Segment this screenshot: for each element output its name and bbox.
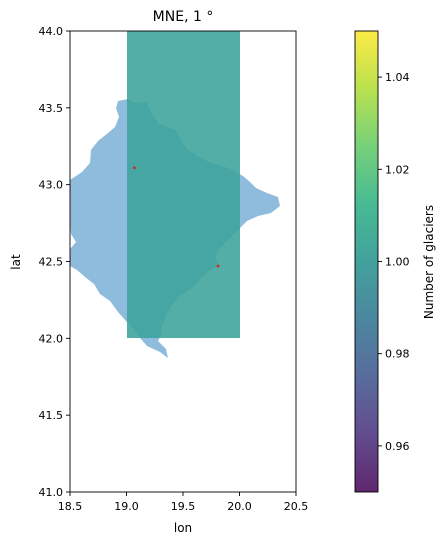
- y-tick-label: 44.0: [39, 25, 64, 38]
- colorbar-ticks: 0.96 0.98 1.00 1.02 1.04: [378, 71, 410, 453]
- y-axis-label: lat: [9, 254, 23, 270]
- colorbar: [354, 30, 379, 493]
- colorbar-tick-label: 1.02: [385, 163, 410, 176]
- glacier-points: [133, 166, 220, 268]
- x-tick-label: 19.5: [171, 500, 196, 513]
- colorbar-label: Number of glaciers: [422, 205, 436, 319]
- y-tick-label: 43.5: [39, 102, 64, 115]
- colorbar-tick-label: 1.00: [385, 256, 410, 269]
- colorbar-tick-label: 1.04: [385, 71, 410, 84]
- chart-title: MNE, 1 °: [153, 9, 214, 25]
- y-tick-label: 42.0: [39, 332, 64, 345]
- colorbar-tick-label: 0.96: [385, 440, 410, 453]
- y-tick-label: 41.0: [39, 486, 64, 499]
- x-axis-label: lon: [174, 521, 192, 535]
- glacier-point: [133, 166, 136, 170]
- x-axis: 18.5 19.0 19.5 20.0 20.5: [58, 492, 309, 513]
- y-tick-label: 43.0: [39, 179, 64, 192]
- x-tick-label: 20.0: [227, 500, 252, 513]
- x-tick-label: 19.0: [114, 500, 139, 513]
- y-axis: 41.0 41.5 42.0 42.5 43.0 43.5 44.0: [39, 25, 70, 499]
- map-area: [70, 31, 280, 358]
- glacier-point: [216, 264, 220, 268]
- colorbar-tick-label: 0.98: [385, 348, 410, 361]
- x-tick-label: 20.5: [284, 500, 309, 513]
- y-tick-label: 41.5: [39, 409, 64, 422]
- x-tick-label: 18.5: [58, 500, 83, 513]
- y-tick-label: 42.5: [39, 256, 64, 269]
- glacier-count-cell: [127, 31, 240, 338]
